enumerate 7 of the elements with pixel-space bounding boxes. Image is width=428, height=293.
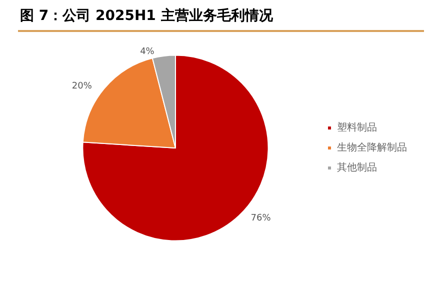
- chart-title: 图 7：公司 2025H1 主营业务毛利情况: [20, 7, 273, 25]
- legend-label: 生物全降解制品: [337, 142, 407, 154]
- legend-label: 其他制品: [337, 162, 377, 174]
- data-label: 20%: [72, 81, 92, 92]
- data-label: 76%: [250, 214, 272, 224]
- legend-label: 塑料制品: [337, 122, 377, 134]
- data-label: 4%: [140, 46, 155, 57]
